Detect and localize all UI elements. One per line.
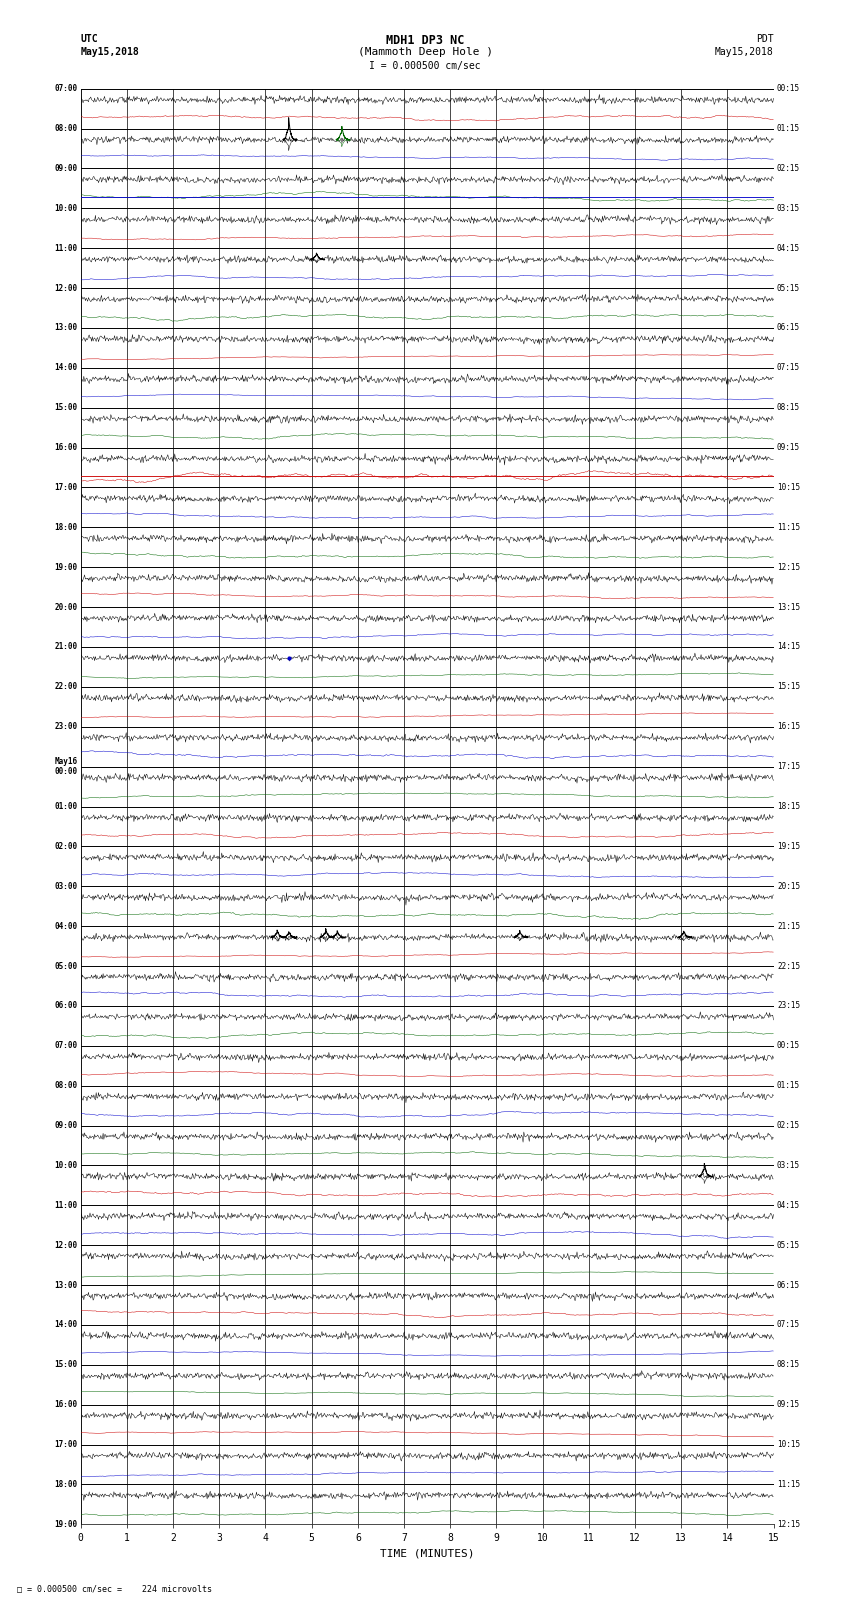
Text: 07:00: 07:00 [54, 84, 77, 94]
Text: 20:00: 20:00 [54, 603, 77, 611]
Text: 15:15: 15:15 [777, 682, 800, 692]
Text: UTC: UTC [81, 34, 99, 44]
Text: 04:15: 04:15 [777, 1200, 800, 1210]
Text: 22:00: 22:00 [54, 682, 77, 692]
Text: 10:00: 10:00 [54, 1161, 77, 1169]
Text: 21:15: 21:15 [777, 921, 800, 931]
Text: 07:15: 07:15 [777, 1321, 800, 1329]
Text: 23:00: 23:00 [54, 723, 77, 731]
Text: May16
00:00: May16 00:00 [54, 756, 77, 776]
X-axis label: TIME (MINUTES): TIME (MINUTES) [380, 1548, 474, 1558]
Text: 01:15: 01:15 [777, 124, 800, 134]
Text: 03:00: 03:00 [54, 882, 77, 890]
Text: 04:15: 04:15 [777, 244, 800, 253]
Text: 06:15: 06:15 [777, 1281, 800, 1289]
Text: 10:15: 10:15 [777, 1440, 800, 1448]
Text: 13:00: 13:00 [54, 324, 77, 332]
Text: May15,2018: May15,2018 [715, 47, 774, 56]
Text: 11:15: 11:15 [777, 523, 800, 532]
Text: 05:15: 05:15 [777, 284, 800, 292]
Text: 11:00: 11:00 [54, 244, 77, 253]
Text: PDT: PDT [756, 34, 774, 44]
Text: 09:00: 09:00 [54, 1121, 77, 1131]
Text: MDH1 DP3 NC: MDH1 DP3 NC [386, 34, 464, 47]
Text: 21:00: 21:00 [54, 642, 77, 652]
Text: 14:15: 14:15 [777, 642, 800, 652]
Text: May15,2018: May15,2018 [81, 47, 139, 56]
Text: 02:15: 02:15 [777, 1121, 800, 1131]
Text: 19:00: 19:00 [54, 563, 77, 571]
Text: I = 0.000500 cm/sec: I = 0.000500 cm/sec [369, 61, 481, 71]
Text: 08:15: 08:15 [777, 1360, 800, 1369]
Text: 05:15: 05:15 [777, 1240, 800, 1250]
Text: 10:15: 10:15 [777, 482, 800, 492]
Text: 06:00: 06:00 [54, 1002, 77, 1010]
Text: 13:15: 13:15 [777, 603, 800, 611]
Text: 22:15: 22:15 [777, 961, 800, 971]
Text: 03:15: 03:15 [777, 203, 800, 213]
Text: 05:00: 05:00 [54, 961, 77, 971]
Text: 00:15: 00:15 [777, 1042, 800, 1050]
Text: 09:15: 09:15 [777, 444, 800, 452]
Text: 16:00: 16:00 [54, 1400, 77, 1410]
Text: 01:15: 01:15 [777, 1081, 800, 1090]
Text: 18:15: 18:15 [777, 802, 800, 811]
Text: 12:00: 12:00 [54, 1240, 77, 1250]
Text: 09:00: 09:00 [54, 165, 77, 173]
Text: 18:00: 18:00 [54, 523, 77, 532]
Text: 14:00: 14:00 [54, 363, 77, 373]
Text: 01:00: 01:00 [54, 802, 77, 811]
Text: 04:00: 04:00 [54, 921, 77, 931]
Text: 11:15: 11:15 [777, 1479, 800, 1489]
Text: 12:00: 12:00 [54, 284, 77, 292]
Text: 15:00: 15:00 [54, 403, 77, 413]
Text: 08:00: 08:00 [54, 1081, 77, 1090]
Text: 20:15: 20:15 [777, 882, 800, 890]
Text: 02:15: 02:15 [777, 165, 800, 173]
Text: 17:15: 17:15 [777, 761, 800, 771]
Text: 08:00: 08:00 [54, 124, 77, 134]
Text: 12:15: 12:15 [777, 563, 800, 571]
Text: 03:15: 03:15 [777, 1161, 800, 1169]
Text: 17:00: 17:00 [54, 1440, 77, 1448]
Text: 16:15: 16:15 [777, 723, 800, 731]
Text: 06:15: 06:15 [777, 324, 800, 332]
Text: 07:00: 07:00 [54, 1042, 77, 1050]
Text: □ = 0.000500 cm/sec =    224 microvolts: □ = 0.000500 cm/sec = 224 microvolts [17, 1584, 212, 1594]
Text: 07:15: 07:15 [777, 363, 800, 373]
Text: 19:15: 19:15 [777, 842, 800, 852]
Text: 08:15: 08:15 [777, 403, 800, 413]
Text: 10:00: 10:00 [54, 203, 77, 213]
Text: (Mammoth Deep Hole ): (Mammoth Deep Hole ) [358, 47, 492, 56]
Text: 09:15: 09:15 [777, 1400, 800, 1410]
Text: 02:00: 02:00 [54, 842, 77, 852]
Text: 19:00: 19:00 [54, 1519, 77, 1529]
Text: 12:15: 12:15 [777, 1519, 800, 1529]
Text: 23:15: 23:15 [777, 1002, 800, 1010]
Text: 14:00: 14:00 [54, 1321, 77, 1329]
Text: 18:00: 18:00 [54, 1479, 77, 1489]
Text: 13:00: 13:00 [54, 1281, 77, 1289]
Text: 00:15: 00:15 [777, 84, 800, 94]
Text: 17:00: 17:00 [54, 482, 77, 492]
Text: 15:00: 15:00 [54, 1360, 77, 1369]
Text: 11:00: 11:00 [54, 1200, 77, 1210]
Text: 16:00: 16:00 [54, 444, 77, 452]
